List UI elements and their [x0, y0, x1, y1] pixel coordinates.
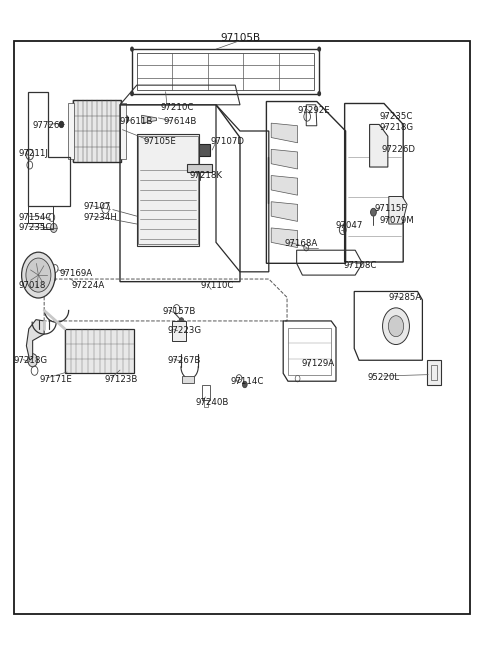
Text: 97235C: 97235C [18, 223, 52, 233]
Circle shape [388, 316, 404, 337]
Bar [73, 100, 121, 162]
Text: 95220L: 95220L [368, 373, 400, 382]
Bar [427, 360, 441, 385]
Circle shape [26, 258, 51, 292]
Polygon shape [142, 115, 156, 123]
Bar [431, 365, 437, 380]
Polygon shape [271, 228, 298, 248]
Text: 97154C: 97154C [18, 213, 52, 222]
Circle shape [59, 121, 64, 128]
Circle shape [28, 354, 37, 367]
Text: 97047: 97047 [336, 221, 363, 231]
Circle shape [179, 318, 184, 324]
Bar [181, 144, 210, 156]
Text: 97105B: 97105B [220, 33, 260, 43]
Text: 97018: 97018 [18, 281, 46, 290]
Circle shape [22, 252, 55, 298]
Text: 97107: 97107 [84, 202, 111, 212]
Text: 97108C: 97108C [343, 261, 377, 271]
Bar [65, 329, 134, 373]
Text: 97105E: 97105E [143, 137, 176, 146]
Bar [138, 136, 198, 244]
Text: 97292E: 97292E [298, 105, 330, 115]
Text: 97123B: 97123B [105, 375, 138, 384]
Bar [182, 376, 194, 383]
Polygon shape [271, 176, 298, 195]
Circle shape [50, 223, 57, 233]
Text: 97210C: 97210C [161, 103, 194, 112]
Text: 97110C: 97110C [201, 281, 234, 290]
Polygon shape [271, 202, 298, 221]
Circle shape [371, 208, 376, 216]
Circle shape [383, 308, 409, 345]
Polygon shape [271, 149, 298, 169]
Circle shape [123, 115, 129, 123]
Text: 97168A: 97168A [285, 239, 318, 248]
Circle shape [130, 91, 134, 96]
Polygon shape [370, 124, 388, 167]
Text: 97157B: 97157B [162, 307, 196, 316]
Text: 97235C: 97235C [379, 112, 413, 121]
Text: 97223G: 97223G [167, 326, 201, 335]
Circle shape [242, 381, 247, 388]
Bar [204, 400, 208, 407]
Bar [120, 103, 126, 159]
Text: 97079M: 97079M [379, 215, 414, 225]
Text: 97234H: 97234H [84, 213, 118, 222]
Bar [202, 385, 210, 400]
Text: 97107D: 97107D [210, 137, 244, 146]
Text: 97115F: 97115F [374, 204, 407, 213]
Text: 97218G: 97218G [379, 122, 413, 132]
Circle shape [130, 47, 134, 52]
Circle shape [317, 91, 321, 96]
Text: 97114C: 97114C [230, 377, 264, 386]
Text: 97726: 97726 [33, 121, 60, 130]
Text: 97218K: 97218K [190, 171, 223, 180]
Bar [137, 53, 314, 90]
Text: 97171E: 97171E [39, 375, 72, 384]
Bar [132, 49, 319, 94]
Text: 97614B: 97614B [163, 117, 197, 126]
Text: 97611B: 97611B [120, 117, 154, 126]
Text: 97226D: 97226D [382, 145, 416, 154]
Text: 97224A: 97224A [71, 281, 104, 290]
Text: 97129A: 97129A [301, 359, 335, 368]
Bar [68, 103, 74, 159]
Circle shape [317, 47, 321, 52]
Polygon shape [26, 320, 44, 360]
Text: 97169A: 97169A [60, 269, 93, 278]
Polygon shape [389, 196, 407, 224]
Bar [14, 41, 470, 614]
Text: 97218G: 97218G [13, 356, 48, 365]
Bar [288, 328, 331, 375]
Text: 97211J: 97211J [18, 149, 48, 159]
Bar [172, 321, 186, 341]
Bar [137, 134, 199, 246]
Bar [187, 164, 212, 172]
Text: 97285A: 97285A [389, 293, 422, 302]
Text: 97240B: 97240B [196, 398, 229, 407]
Polygon shape [271, 123, 298, 143]
Text: 97267B: 97267B [167, 356, 201, 365]
